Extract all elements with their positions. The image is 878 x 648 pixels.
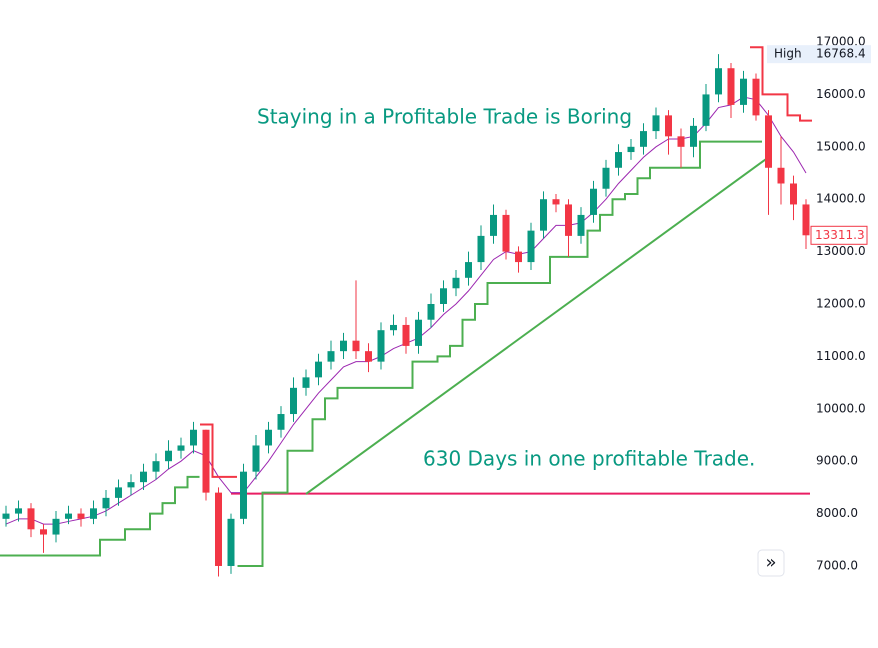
candle-body (352, 340, 360, 352)
candle-body (640, 131, 647, 147)
candle-body (52, 518, 60, 535)
candle-body (290, 387, 297, 415)
candle-body (790, 183, 797, 205)
candle-body (127, 482, 135, 488)
candle-body (115, 487, 122, 498)
candle-body (515, 251, 522, 263)
y-tick-label: 14000.0 (816, 192, 866, 206)
candle-body (740, 78, 747, 105)
candle-body (440, 288, 447, 305)
y-tick-label: 10000.0 (816, 401, 866, 415)
candle-body (190, 429, 197, 446)
candle-body (677, 136, 685, 147)
candle-body (415, 319, 422, 346)
y-tick-label: 7000.0 (816, 558, 858, 572)
annotation: 630 Days in one profitable Trade. (423, 447, 755, 471)
trend-line (305, 156, 770, 495)
last-price-box (810, 225, 868, 245)
candle-body (752, 78, 760, 116)
candle-body (277, 414, 285, 430)
candle-body (365, 351, 372, 362)
candle-body (502, 214, 510, 252)
candle-body (90, 508, 97, 519)
supertrend-line (0, 140, 762, 567)
candle-body (565, 204, 572, 236)
y-tick-label: 15000.0 (816, 139, 866, 153)
candle-body (527, 230, 535, 263)
high-label-box (767, 45, 871, 64)
scroll-button[interactable] (757, 549, 785, 577)
candle-body (402, 324, 410, 346)
candle-body (452, 277, 460, 289)
last-price: 13311.3 (815, 228, 865, 242)
candle-body (40, 529, 47, 535)
candle-body (265, 429, 272, 446)
y-tick-label: 12000.0 (816, 297, 866, 311)
annotation: Staying in a Profitable Trade is Boring (257, 105, 632, 129)
candle-body (702, 94, 710, 126)
candle-body (102, 497, 110, 509)
candle-body (390, 324, 397, 331)
candle-body (552, 199, 560, 205)
y-tick-label: 16000.0 (816, 87, 866, 101)
candle-body (802, 204, 810, 236)
y-tick-label: 13000.0 (816, 244, 866, 258)
candle-body (377, 330, 385, 362)
candle-body (77, 513, 85, 519)
candle-body (202, 429, 210, 493)
candle-body (165, 450, 172, 462)
candle-body (315, 361, 322, 378)
candle-body (477, 235, 485, 263)
candle-body (2, 513, 10, 519)
candle-body (65, 513, 72, 519)
candle-body (627, 146, 635, 153)
candle-body (777, 167, 785, 184)
candle-body (715, 68, 722, 95)
candle-body (665, 115, 672, 137)
candle-body (327, 351, 335, 362)
candle-body (215, 492, 222, 566)
candle-body (602, 167, 610, 189)
high-label: High (774, 47, 802, 61)
candle-body (177, 445, 185, 451)
candle-body (765, 115, 772, 168)
candle-body (427, 304, 435, 320)
candle-body (465, 262, 472, 278)
scroll-button-label[interactable]: » (765, 552, 776, 573)
candle-body (652, 115, 660, 132)
supertrend-line (200, 46, 812, 478)
candle-body (240, 471, 247, 519)
candle-body (340, 340, 347, 352)
candle-body (140, 471, 147, 483)
candle-body (490, 214, 497, 236)
candle-body (540, 199, 547, 231)
candle-body (27, 508, 35, 530)
candle-body (152, 461, 160, 472)
candle-body (690, 125, 697, 147)
candle-body (590, 188, 597, 215)
y-tick-label: 11000.0 (816, 349, 866, 363)
y-tick-label: 8000.0 (816, 506, 858, 520)
candle-body (15, 508, 22, 514)
y-tick-label: 9000.0 (816, 454, 858, 468)
candle-body (577, 214, 585, 236)
candle-body (615, 152, 622, 168)
high-value: 16768.4 (816, 47, 866, 61)
y-tick-label: 17000.0 (816, 35, 866, 49)
candle-body (227, 518, 235, 566)
candle-body (302, 377, 310, 388)
candle-body (252, 445, 260, 472)
candle-body (727, 68, 735, 105)
